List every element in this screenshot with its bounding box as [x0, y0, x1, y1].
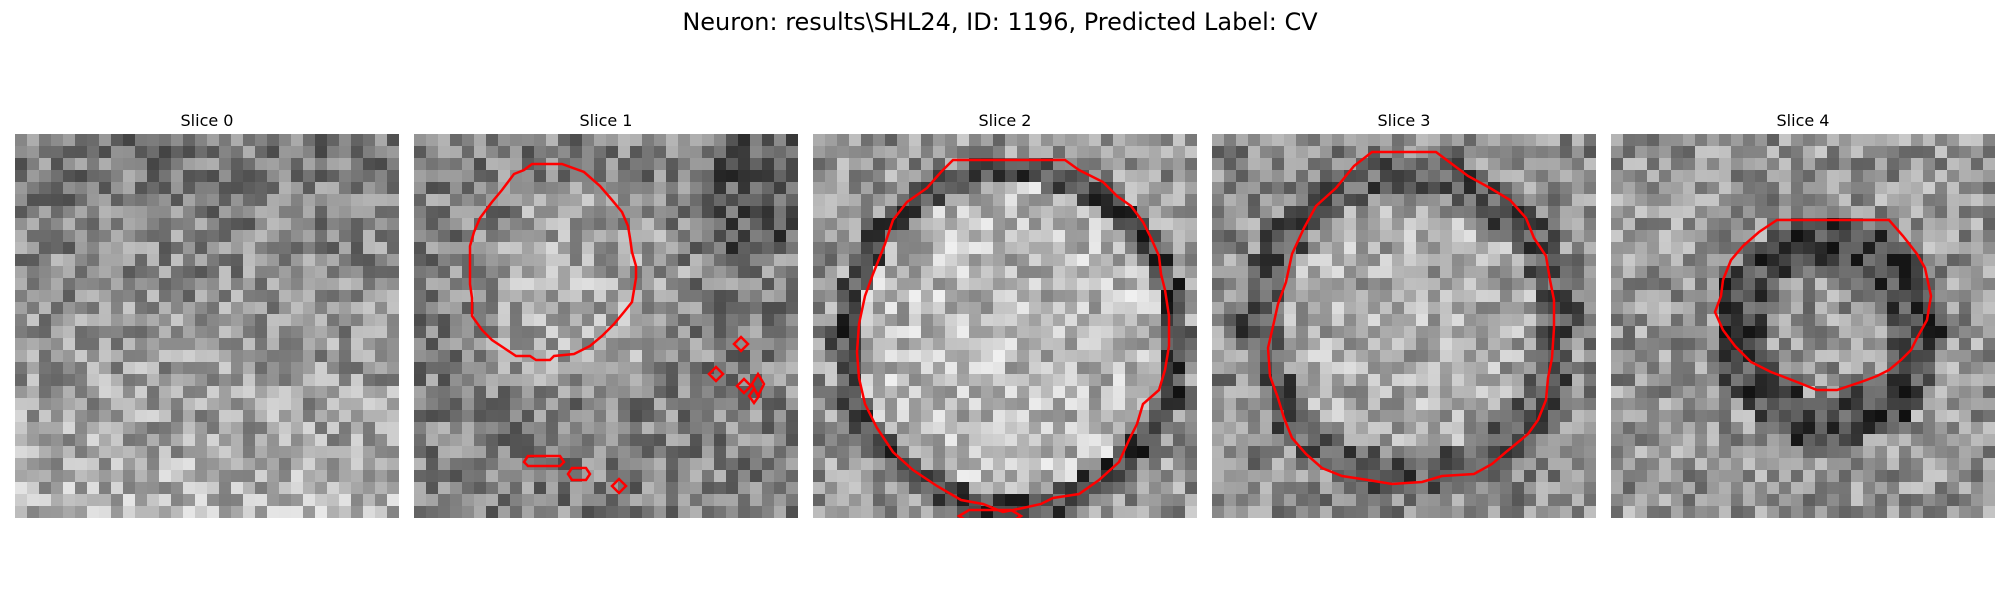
slice-title-1: Slice 1 [579, 111, 633, 130]
figure-title: Neuron: results\SHL24, ID: 1196, Predict… [682, 8, 1318, 36]
slice-panel-4: Slice 4 [1611, 108, 1995, 518]
segmentation-contour [855, 158, 1171, 514]
slice-image-1 [414, 134, 798, 518]
slice-image-0 [15, 134, 399, 518]
slice-panel-0: Slice 0 [15, 108, 399, 518]
segmentation-contour [747, 386, 761, 406]
segmentation-contour [522, 454, 566, 468]
slice-title-4: Slice 4 [1776, 111, 1830, 130]
slice-image-4 [1611, 134, 1995, 518]
segmentation-contour [1713, 218, 1933, 392]
slice-image-2 [813, 134, 1197, 518]
segmentation-contour [707, 365, 725, 383]
segmentation-contour [732, 335, 750, 353]
slice-panel-1: Slice 1 [414, 108, 798, 518]
segmentation-contour [566, 466, 592, 482]
slice-panel-2: Slice 2 [813, 108, 1197, 518]
slice-title-0: Slice 0 [180, 111, 234, 130]
slice-panel-3: Slice 3 [1212, 108, 1596, 518]
segmentation-contour [735, 377, 753, 395]
segmentation-contour [956, 508, 1024, 518]
segmentation-contour [1266, 150, 1556, 486]
segmentation-contour [610, 477, 628, 495]
slice-title-3: Slice 3 [1377, 111, 1431, 130]
segmentation-contour [468, 162, 638, 362]
slice-title-2: Slice 2 [978, 111, 1032, 130]
slice-image-3 [1212, 134, 1596, 518]
